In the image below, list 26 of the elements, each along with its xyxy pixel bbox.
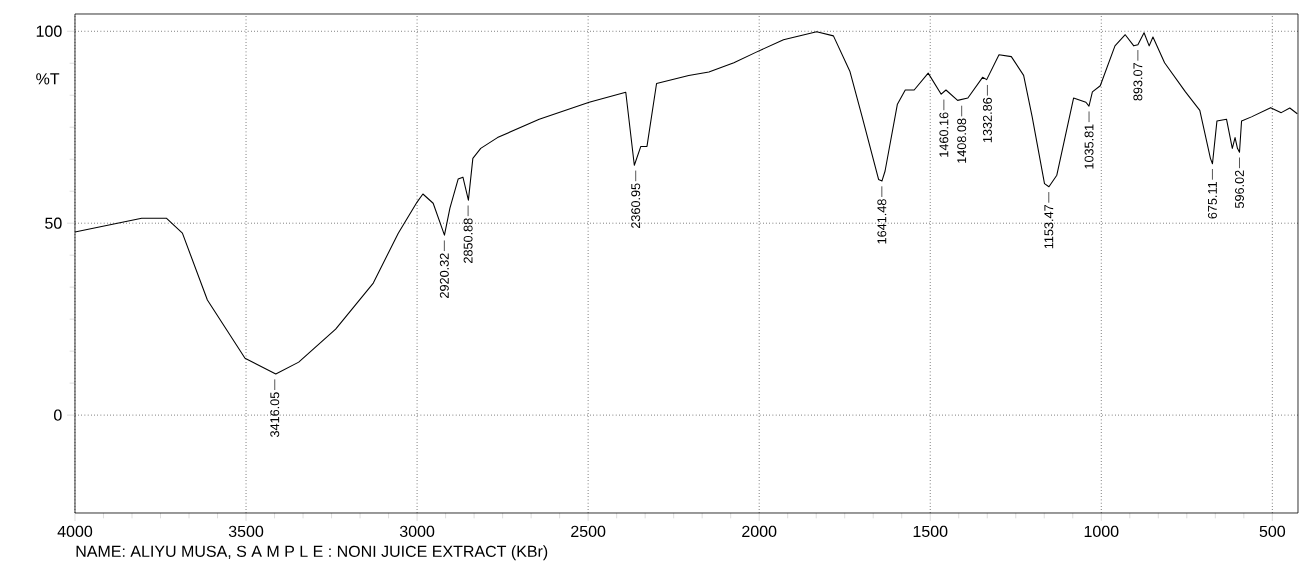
x-tick-label: 3500 [228,525,264,538]
annotation: 1153.47 [1044,205,1054,249]
x-tick-label: 1500 [913,525,948,538]
x-tick-label: 3000 [399,525,435,538]
annotation: 2920.32 [439,253,449,298]
x-tick-label: 4000 [57,525,93,538]
x-tick-label: 500 [1259,525,1286,538]
annotation: 3416.05 [270,392,280,438]
annotation: 596.02 [1235,170,1244,209]
text: NAME: ALIYU MUSA, S A M P L E : NONI JUICE EXTRACT (KBr) [76,545,548,561]
annotation: 893.07 [1133,63,1143,101]
x-tick-label: 1000 [1084,525,1119,538]
annotation: 2360.95 [631,183,641,229]
annotation: 1460.16 [939,112,949,157]
annotation: 1035.81 [1084,124,1094,169]
annotation: 1641.48 [877,199,887,244]
x-tick-label: 2000 [742,525,777,538]
y-tick-label: 0 [54,409,62,421]
annotation: 1408.08 [957,118,967,163]
annotation: 675.11 [1207,181,1217,219]
y-axis-title: %T [36,73,60,85]
x-tick-label: 2500 [571,525,606,538]
annotation: 1332.86 [982,97,992,143]
y-tick-label: 100 [36,25,62,37]
y-tick-label: 50 [45,217,62,229]
annotation: 2850.88 [463,218,473,263]
